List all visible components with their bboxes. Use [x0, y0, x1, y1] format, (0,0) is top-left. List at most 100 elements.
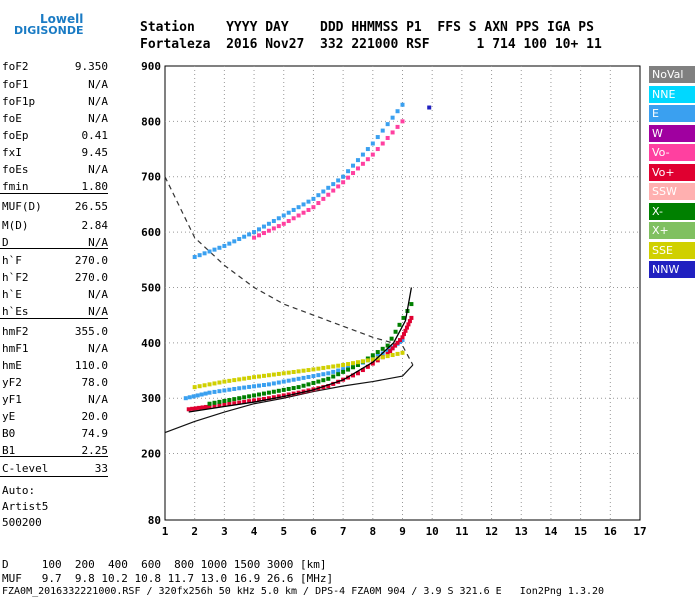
- data-point: [291, 207, 296, 212]
- data-point: [375, 350, 380, 355]
- logo-digisonde: DIGISONDE: [14, 24, 84, 37]
- data-point: [227, 378, 232, 383]
- data-point: [197, 253, 202, 258]
- data-point: [380, 141, 385, 146]
- param-row: C-level 33: [2, 462, 108, 476]
- data-point: [281, 387, 286, 392]
- data-point: [390, 115, 395, 120]
- data-point: [291, 216, 296, 221]
- data-point: [257, 397, 262, 402]
- data-point: [336, 368, 341, 373]
- data-point: [266, 221, 271, 226]
- data-point: [242, 385, 247, 390]
- y-tick-label: 80: [148, 514, 161, 527]
- legend-item: Vo+: [649, 163, 695, 181]
- data-point: [291, 386, 296, 391]
- data-point: [331, 369, 336, 374]
- data-point: [393, 343, 398, 348]
- y-tick-label: 700: [141, 171, 161, 184]
- param-value: 9.350: [74, 60, 108, 73]
- param-value: 1.80: [81, 180, 109, 193]
- data-point: [360, 152, 365, 157]
- data-point: [212, 389, 217, 394]
- data-point: [385, 343, 390, 348]
- data-point: [183, 396, 188, 401]
- param-name: yE: [2, 410, 16, 423]
- param-row: yE 20.0: [2, 410, 108, 424]
- data-point: [341, 369, 346, 374]
- param-value: 33: [94, 462, 108, 475]
- param-row: yF2 78.0: [2, 376, 108, 390]
- data-point: [276, 371, 281, 376]
- data-point: [390, 130, 395, 135]
- data-point: [398, 338, 403, 343]
- artist-label: Artist5: [2, 500, 49, 513]
- data-point: [331, 364, 336, 369]
- data-point: [204, 404, 209, 409]
- data-point: [276, 216, 281, 221]
- data-point: [232, 401, 237, 406]
- legend-item: NoVal: [649, 66, 695, 83]
- data-point: [296, 385, 301, 390]
- data-point: [365, 147, 370, 152]
- divider: [0, 248, 108, 249]
- data-point: [316, 193, 321, 198]
- data-point: [271, 381, 276, 386]
- data-point: [192, 255, 197, 260]
- data-point: [393, 329, 398, 334]
- data-point: [252, 230, 257, 235]
- data-point: [237, 377, 242, 382]
- data-point: [212, 247, 217, 252]
- data-point: [266, 373, 271, 378]
- param-row: foF2 9.350: [2, 60, 108, 74]
- data-point: [370, 141, 375, 146]
- data-point: [247, 394, 252, 399]
- x-tick-label: 9: [399, 525, 406, 538]
- footer-d-row: D 100 200 400 600 800 1000 1500 3000 [km…: [2, 558, 327, 571]
- data-point: [403, 328, 408, 333]
- data-point: [395, 340, 400, 345]
- data-point: [227, 241, 232, 246]
- data-point: [355, 371, 360, 376]
- data-point: [301, 202, 306, 207]
- x-tick-label: 15: [574, 525, 587, 538]
- data-point: [200, 405, 205, 410]
- data-point: [252, 393, 257, 398]
- legend-item: E: [649, 105, 695, 122]
- data-point: [222, 243, 227, 248]
- data-point: [336, 372, 341, 377]
- data-point: [207, 249, 212, 254]
- data-point: [326, 384, 331, 389]
- param-row: MUF(D) 26.55: [2, 200, 108, 214]
- x-tick-label: 12: [485, 525, 498, 538]
- param-value: 0.41: [81, 129, 109, 142]
- data-point: [202, 251, 207, 256]
- legend-item: SSE: [649, 241, 695, 259]
- data-point: [212, 381, 217, 386]
- data-point: [202, 383, 207, 388]
- data-point: [400, 338, 405, 343]
- data-point: [389, 336, 394, 341]
- data-point: [276, 388, 281, 393]
- data-point: [400, 102, 405, 107]
- data-point: [257, 374, 262, 379]
- footer-muf-row: MUF 9.7 9.8 10.2 10.8 11.7 13.0 16.9 26.…: [2, 572, 334, 585]
- y-tick-label: 200: [141, 448, 161, 461]
- data-point: [281, 213, 286, 218]
- data-point: [311, 196, 316, 201]
- x-tick-label: 7: [340, 525, 347, 538]
- data-point: [203, 391, 208, 396]
- param-name: foF1p: [2, 95, 36, 108]
- data-point: [400, 119, 405, 124]
- data-point: [207, 401, 212, 406]
- data-point: [237, 386, 242, 391]
- data-point: [237, 400, 242, 405]
- param-row: B0 74.9: [2, 427, 108, 441]
- data-point: [276, 224, 281, 229]
- data-point: [360, 359, 365, 364]
- data-point: [261, 391, 266, 396]
- data-point: [326, 185, 331, 190]
- param-row: hmF2 355.0: [2, 325, 108, 339]
- data-point: [311, 374, 316, 379]
